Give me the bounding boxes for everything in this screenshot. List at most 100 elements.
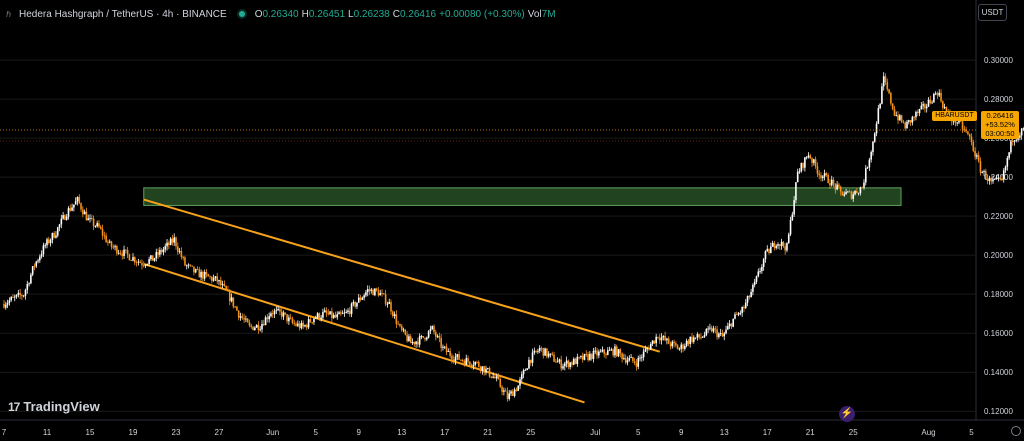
candle-body — [633, 360, 636, 364]
open-key: O — [254, 8, 263, 20]
candle-body — [841, 191, 844, 196]
y-tick-label: 0.14000 — [984, 368, 1013, 377]
support-zone-rectangle[interactable] — [143, 187, 902, 206]
candle-body — [791, 214, 794, 221]
candle-body — [74, 201, 77, 205]
candle-body — [8, 300, 11, 303]
candle-body — [512, 391, 514, 396]
candle-body — [438, 335, 441, 339]
candle-body — [372, 289, 374, 296]
candle-body — [173, 237, 176, 243]
candle-body — [678, 348, 681, 350]
candle-body — [533, 350, 536, 353]
candle-body — [476, 361, 478, 363]
candle-body — [644, 349, 647, 352]
settings-gear-icon[interactable] — [1011, 426, 1021, 436]
candle-body — [123, 249, 125, 256]
channel-lower-line[interactable] — [143, 262, 585, 404]
candle-body — [465, 358, 468, 365]
candle-body — [252, 326, 254, 331]
candle-body — [940, 92, 942, 102]
candle-body — [506, 391, 509, 399]
candle-body — [442, 346, 444, 348]
candle-body — [888, 89, 890, 94]
candle-body — [381, 293, 383, 294]
candle-body — [383, 293, 385, 295]
candle-body — [180, 251, 183, 257]
candle-body — [574, 358, 577, 365]
candle-body — [895, 115, 898, 117]
candle-body — [15, 294, 18, 297]
candle-body — [667, 338, 670, 344]
candle-body — [409, 336, 412, 344]
candle-body — [834, 183, 837, 190]
candle-body — [766, 248, 769, 252]
candle-body — [687, 340, 690, 344]
candle-body — [46, 239, 48, 246]
candle-body — [929, 99, 932, 103]
candle-body — [551, 353, 554, 355]
candle-body — [900, 115, 903, 123]
candle-body — [882, 76, 885, 87]
candle-body — [368, 289, 371, 291]
candle-body — [280, 311, 283, 317]
candle-body — [451, 355, 453, 360]
channel-upper-line[interactable] — [143, 198, 661, 353]
candle-body — [649, 344, 652, 350]
candle-body — [911, 116, 914, 123]
candle-body — [384, 294, 387, 305]
candle-body — [469, 361, 471, 365]
candle-body — [653, 340, 656, 344]
candle-body — [297, 323, 299, 326]
candle-body — [291, 318, 294, 323]
candle-body — [623, 358, 625, 359]
candle-body — [1015, 139, 1018, 141]
candle-body — [221, 284, 224, 286]
candle-body — [992, 179, 994, 182]
tradingview-logo[interactable]: 17 TradingView — [8, 399, 100, 414]
candle-body — [598, 351, 600, 356]
candle-body — [481, 366, 484, 371]
currency-button[interactable]: USDT — [978, 4, 1007, 21]
candle-body — [830, 179, 833, 186]
candle-body — [988, 177, 991, 181]
candle-body — [1022, 128, 1024, 130]
candle-body — [298, 323, 301, 329]
candle-body — [999, 177, 1001, 179]
candle-body — [467, 358, 469, 362]
candle-body — [646, 348, 649, 350]
candle-body — [434, 332, 437, 337]
candle-body — [22, 295, 25, 297]
candle-body — [189, 264, 192, 266]
candle-body — [639, 357, 641, 359]
candle-body — [942, 101, 944, 108]
symbol-title[interactable]: Hedera Hashgraph / TetherUS · 4h · BINAN… — [19, 8, 227, 20]
candle-body — [89, 217, 91, 219]
candle-body — [1002, 170, 1005, 180]
candle-body — [979, 161, 982, 173]
candle-body — [338, 312, 340, 315]
candle-body — [171, 238, 174, 243]
candle-body — [546, 348, 548, 357]
x-tick-label: 15 — [86, 428, 95, 437]
candle-body — [271, 313, 274, 315]
candle-body — [796, 171, 799, 183]
candle-body — [350, 303, 353, 314]
candle-body — [178, 251, 181, 252]
candle-body — [572, 358, 575, 365]
lightning-icon[interactable]: ⚡ — [839, 406, 855, 422]
candle-body — [270, 313, 272, 317]
candle-body — [757, 271, 760, 277]
candle-body — [12, 297, 14, 298]
candle-body — [207, 274, 210, 277]
candle-body — [293, 322, 296, 324]
candle-body — [741, 307, 743, 313]
candle-body — [558, 359, 561, 362]
candle-body — [748, 295, 751, 298]
candle-body — [818, 173, 821, 176]
last-price: 0.26416 — [986, 111, 1014, 120]
candle-body — [354, 302, 356, 307]
candle-body — [933, 93, 935, 103]
candle-body — [486, 368, 489, 369]
